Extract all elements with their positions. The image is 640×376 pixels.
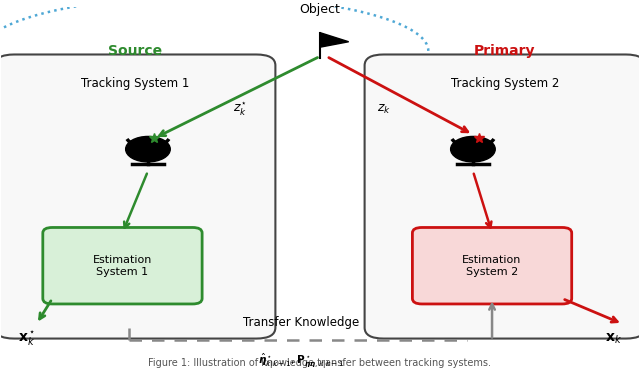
Text: $\mathbf{x}_k$: $\mathbf{x}_k$ <box>605 331 621 346</box>
FancyBboxPatch shape <box>0 55 275 338</box>
Text: $\hat{\boldsymbol{\eta}}^\star_{k|k-1}$, $\mathbf{P}^\star_{\boldsymbol{\eta}\bo: $\hat{\boldsymbol{\eta}}^\star_{k|k-1}$,… <box>258 351 344 370</box>
Text: Transfer Knowledge: Transfer Knowledge <box>243 317 359 329</box>
Text: Estimation
System 1: Estimation System 1 <box>93 255 152 276</box>
FancyBboxPatch shape <box>43 227 202 304</box>
Text: Object: Object <box>300 3 340 16</box>
Circle shape <box>125 136 170 162</box>
Text: Tracking System 1: Tracking System 1 <box>81 77 189 90</box>
Text: $\mathbf{x}^\star_k$: $\mathbf{x}^\star_k$ <box>18 329 36 348</box>
Text: Primary: Primary <box>474 44 536 58</box>
Text: Figure 1: Illustration of knowledge transfer between tracking systems.: Figure 1: Illustration of knowledge tran… <box>148 358 492 368</box>
Text: $z^{\star}_{k}$: $z^{\star}_{k}$ <box>234 100 247 118</box>
Text: $z_{k}$: $z_{k}$ <box>377 103 390 116</box>
Circle shape <box>451 136 495 162</box>
FancyBboxPatch shape <box>412 227 572 304</box>
Text: Estimation
System 2: Estimation System 2 <box>462 255 522 276</box>
Polygon shape <box>320 33 349 47</box>
FancyBboxPatch shape <box>365 55 640 338</box>
Text: Tracking System 2: Tracking System 2 <box>451 77 559 90</box>
Text: Source: Source <box>108 44 163 58</box>
